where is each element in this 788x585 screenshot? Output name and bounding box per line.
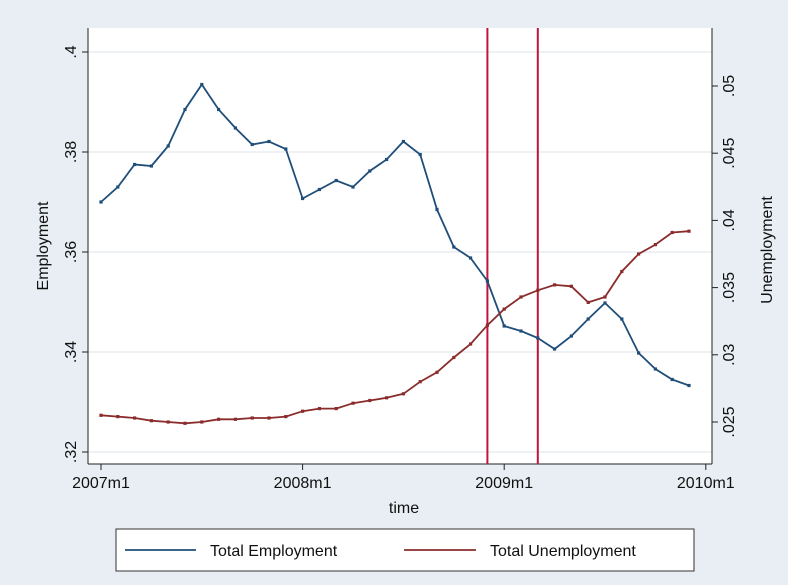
series-1-point-30 (603, 295, 607, 299)
series-0-point-4 (166, 144, 170, 148)
series-1-point-22 (469, 342, 473, 346)
series-1-point-20 (435, 370, 439, 374)
series-0-point-11 (284, 147, 288, 151)
series-0-point-32 (637, 351, 641, 355)
y-axis-left-title: Employment (35, 201, 52, 290)
x-tick-label-2: 2009m1 (475, 475, 533, 492)
series-1-point-35 (687, 229, 691, 233)
y-axis-right-title: Unemployment (759, 196, 776, 304)
series-1-point-21 (452, 355, 456, 360)
y-right-tick-label-2: .035 (721, 272, 738, 303)
legend-label-0: Total Employment (210, 543, 338, 560)
y-right-tick-label-0: .025 (721, 406, 738, 437)
series-0-point-9 (250, 142, 254, 147)
series-1-point-28 (569, 284, 573, 288)
y-left-tick-label-4: .4 (63, 45, 80, 58)
series-1-point-10 (267, 416, 271, 420)
series-1-point-9 (250, 416, 254, 420)
series-0-point-15 (351, 185, 355, 189)
series-1-point-29 (586, 300, 590, 304)
series-0-point-2 (133, 162, 137, 167)
series-0-point-29 (586, 317, 590, 321)
series-1-point-1 (116, 415, 120, 419)
series-1-point-5 (183, 421, 187, 425)
series-1-point-27 (553, 283, 557, 287)
series-1-point-34 (670, 230, 674, 235)
series-1-point-31 (620, 269, 624, 274)
series-0-point-12 (301, 196, 305, 201)
series-1-point-0 (99, 413, 103, 417)
series-0-point-8 (233, 126, 237, 130)
series-1-point-19 (418, 380, 422, 384)
series-1-point-17 (385, 396, 389, 400)
series-0-point-34 (670, 377, 674, 382)
series-0-point-25 (519, 329, 523, 333)
series-1-point-24 (502, 307, 506, 311)
series-0-point-28 (569, 334, 573, 338)
series-0-point-13 (317, 187, 321, 192)
x-axis-title: time (389, 500, 419, 517)
series-0-point-3 (149, 164, 153, 168)
series-1-point-3 (149, 419, 153, 423)
series-0-point-16 (368, 169, 372, 173)
series-0-point-27 (553, 347, 557, 351)
series-0-point-6 (200, 82, 204, 87)
x-tick-label-1: 2008m1 (274, 475, 332, 492)
series-0-point-18 (401, 139, 405, 144)
series-1-point-23 (485, 323, 489, 327)
series-1-point-18 (401, 392, 405, 396)
x-tick-label-0: 2007m1 (72, 475, 130, 492)
y-right-tick-label-5: .05 (721, 75, 738, 97)
series-0-point-20 (435, 207, 439, 212)
series-1-point-15 (351, 401, 355, 405)
series-1-point-11 (284, 415, 288, 419)
series-0-point-7 (217, 107, 221, 112)
series-line-1 (100, 230, 690, 425)
legend-label-1: Total Unemployment (490, 543, 636, 560)
series-1-point-16 (368, 398, 372, 403)
series-0-point-26 (536, 336, 540, 340)
series-1-point-6 (200, 420, 204, 424)
series-1-point-4 (166, 420, 170, 424)
x-tick-label-3: 2010m1 (677, 475, 735, 492)
series-0-point-1 (116, 185, 120, 189)
series-0-point-5 (183, 107, 187, 112)
series-0-point-30 (603, 301, 607, 305)
series-1-point-25 (519, 295, 523, 299)
series-0-point-19 (418, 152, 422, 157)
series-0-point-24 (502, 324, 506, 328)
series-0-point-10 (267, 139, 271, 144)
series-0-point-0 (99, 200, 103, 204)
series-1-point-32 (637, 252, 641, 256)
y-left-tick-label-2: .36 (63, 241, 80, 263)
series-0-point-35 (687, 383, 691, 388)
series-line-0 (100, 82, 690, 387)
y-left-tick-label-0: .32 (63, 441, 80, 463)
series-0-point-14 (334, 178, 338, 183)
series-1-point-14 (334, 407, 338, 411)
series-1-point-33 (653, 243, 657, 247)
series-0-point-17 (385, 157, 389, 162)
y-right-tick-label-4: .045 (721, 138, 738, 169)
y-left-tick-label-3: .38 (63, 141, 80, 163)
series-1-point-8 (233, 417, 237, 421)
series-0-point-23 (485, 279, 489, 283)
series-0-point-22 (469, 256, 473, 260)
series-1-point-7 (217, 417, 221, 421)
y-right-tick-label-3: .04 (721, 209, 738, 231)
y-left-tick-label-1: .34 (63, 341, 80, 363)
series-0-point-21 (452, 245, 456, 249)
series-0-point-31 (620, 317, 624, 321)
series-1-point-26 (536, 288, 540, 292)
y-right-tick-label-1: .03 (721, 344, 738, 366)
plot-area (88, 28, 712, 464)
series-1-point-13 (317, 407, 321, 411)
series-1-point-12 (301, 409, 305, 413)
series-0-point-33 (653, 367, 657, 371)
series-1-point-2 (133, 416, 137, 420)
